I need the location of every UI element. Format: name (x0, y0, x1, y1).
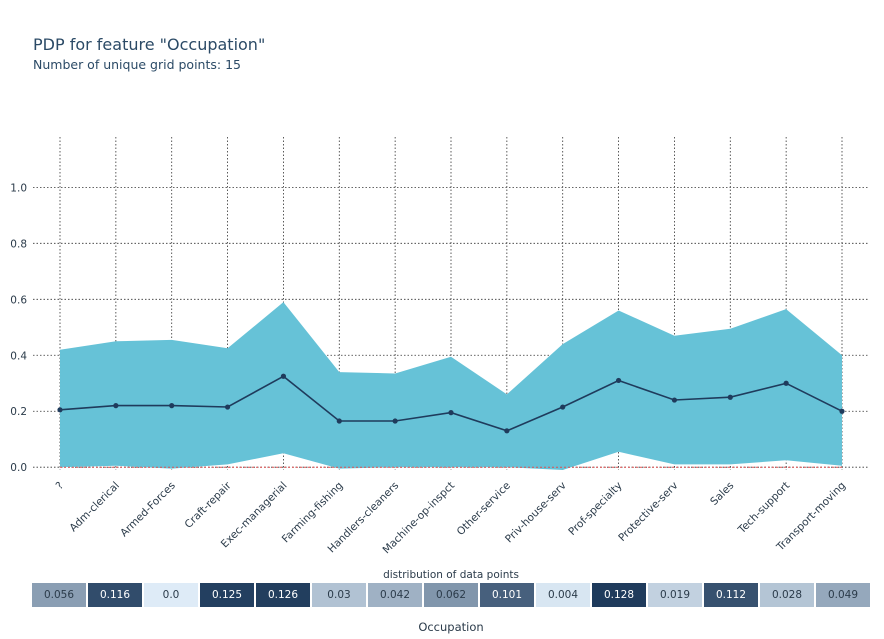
distribution-cell: 0.019 (648, 583, 702, 607)
y-tick-label: 0.0 (10, 462, 27, 474)
distribution-cell: 0.056 (32, 583, 86, 607)
distribution-cell: 0.126 (256, 583, 310, 607)
chart-title: PDP for feature "Occupation" (33, 35, 266, 54)
chart-subtitle: Number of unique grid points: 15 (33, 57, 241, 72)
x-tick-label: ? (54, 480, 66, 492)
pdp-point (336, 418, 342, 424)
pdp-point (615, 377, 622, 384)
distribution-cell: 0.028 (760, 583, 814, 607)
x-tick-label: Protective-serv (616, 480, 680, 544)
x-tick-label: Other-service (455, 480, 513, 538)
y-tick-label: 1.0 (10, 182, 27, 194)
distribution-cell: 0.125 (200, 583, 254, 607)
x-tick-label: Priv-house-serv (503, 480, 569, 546)
distribution-cell: 0.112 (704, 583, 758, 607)
pdp-point (113, 403, 119, 409)
x-tick-label: Craft-repair (183, 479, 235, 531)
x-tick-label: Farming-fishing (280, 480, 346, 546)
pdp-point (560, 404, 566, 410)
y-tick-label: 0.4 (10, 350, 27, 362)
x-axis-label: Occupation (418, 620, 484, 634)
distribution-cell: 0.116 (88, 583, 142, 607)
pdp-point (448, 410, 454, 416)
pdp-point (392, 418, 398, 424)
pdp-point (57, 407, 63, 413)
distribution-cell: 0.0 (144, 583, 198, 607)
pdp-point (224, 404, 231, 410)
x-tick-label: Adm-clerical (67, 480, 122, 535)
pdp-point (169, 403, 175, 409)
distribution-title: distribution of data points (383, 569, 519, 581)
distribution-row: 0.056 0.116 0.0 0.125 0.126 0.03 0.042 0.062 0.1… (32, 583, 870, 607)
distribution-cell: 0.101 (480, 583, 534, 607)
confidence-band (60, 302, 842, 470)
x-tick-label: Prof-specialty (566, 480, 624, 538)
y-tick-label: 0.8 (10, 238, 27, 250)
x-tick-label: Armed-Forces (118, 480, 178, 540)
y-tick-label: 0.2 (10, 406, 27, 418)
distribution-cell: 0.128 (592, 583, 646, 607)
distribution-cell: 0.03 (312, 583, 366, 607)
distribution-cell: 0.062 (424, 583, 478, 607)
distribution-cell: 0.004 (536, 583, 590, 607)
y-tick-label: 0.6 (10, 294, 27, 306)
pdp-point (783, 380, 789, 386)
pdp-point (671, 397, 678, 403)
distribution-cell: 0.049 (816, 583, 870, 607)
pdp-point (727, 394, 733, 400)
pdp-chart: 0.0 0.2 0.4 0.6 0.8 1.0 ? Adm-clericalArmed-Fo… (10, 137, 868, 556)
x-tick-label: Sales (708, 480, 736, 508)
pdp-point (504, 428, 510, 434)
pdp-point (280, 373, 287, 379)
distribution-cell: 0.042 (368, 583, 422, 607)
x-tick-label: Tech-support (735, 480, 792, 537)
pdp-point (839, 408, 845, 414)
